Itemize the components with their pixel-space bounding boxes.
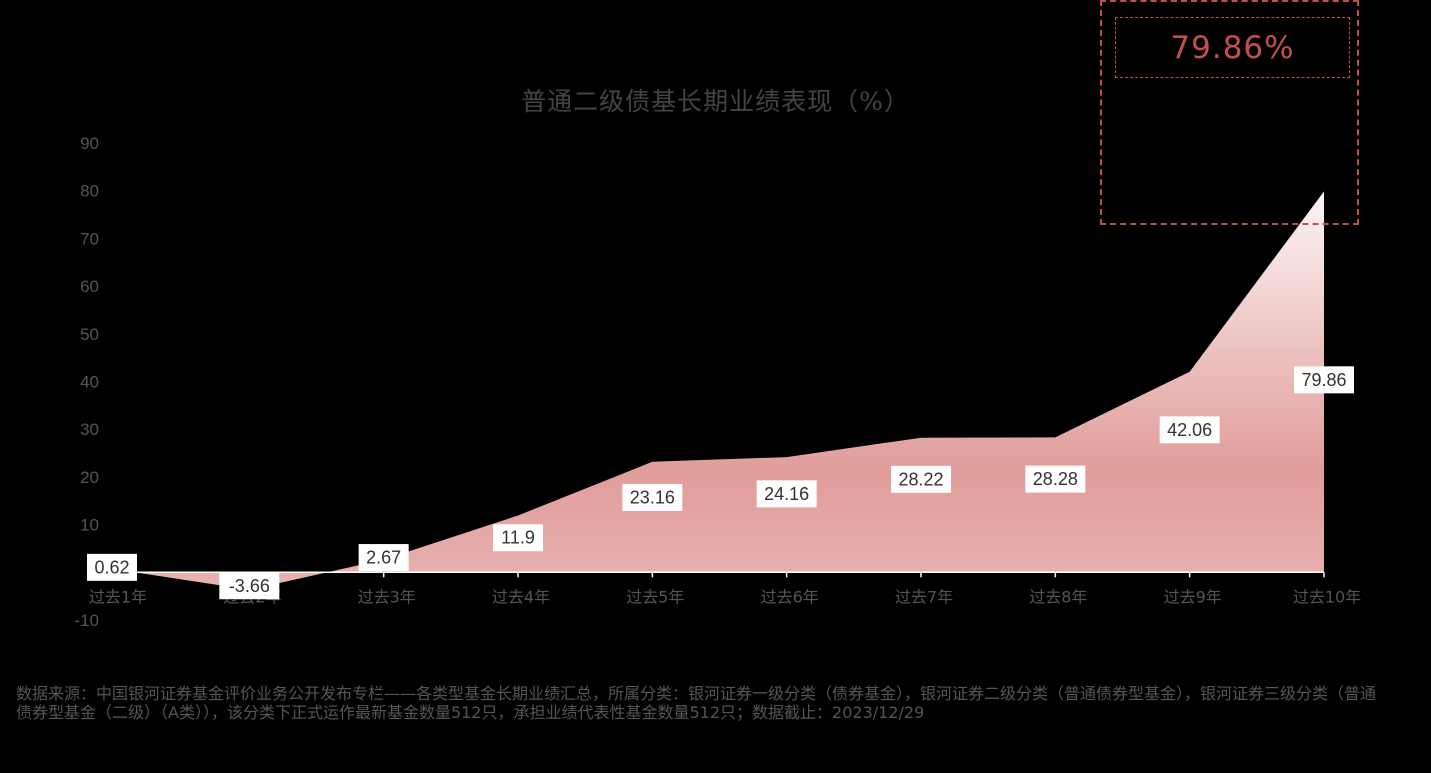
y-axis-tick-layer: 90 80 70 60 50 40 30 20 10 -10 — [74, 134, 99, 630]
data-label: 28.22 — [891, 465, 951, 493]
x-axis-tick-label: 过去10年 — [1293, 587, 1361, 606]
area-series-layer — [115, 191, 1324, 590]
data-label-text: 42.06 — [1167, 420, 1212, 440]
data-label-box — [891, 465, 951, 493]
series-area — [115, 191, 1324, 590]
data-label-box — [1294, 366, 1354, 394]
data-label: 28.28 — [1025, 465, 1086, 493]
x-axis-tick-label: 过去7年 — [895, 587, 953, 606]
data-label: 0.62 — [87, 553, 137, 581]
data-label-text: 79.86 — [1301, 370, 1346, 390]
y-axis-tick-label: 10 — [80, 516, 99, 535]
x-axis-tick-label: 过去6年 — [761, 587, 819, 606]
data-label: 2.67 — [358, 544, 409, 572]
y-axis-tick-label: 20 — [80, 468, 99, 487]
data-label-box — [493, 524, 543, 552]
data-label-box — [622, 483, 683, 511]
data-label-text: 28.22 — [898, 469, 943, 489]
x-axis-tick-label: 过去8年 — [1029, 587, 1087, 606]
data-label-box — [1159, 416, 1220, 444]
x-axis-tick-label: 过去5年 — [626, 587, 684, 606]
data-label-text: 0.62 — [94, 557, 129, 577]
y-axis-tick-label: 70 — [80, 229, 99, 248]
x-axis-tick-label: 过去4年 — [492, 587, 550, 606]
data-label: 11.9 — [493, 524, 543, 552]
data-label-box — [756, 480, 817, 508]
highlight-callout-box: 79.86% — [1115, 17, 1350, 78]
y-axis-tick-label: 90 — [80, 134, 99, 153]
data-label-text: -3.66 — [229, 576, 270, 596]
data-label-text: 28.28 — [1033, 469, 1078, 489]
data-label-box — [87, 553, 137, 581]
highlight-callout-frame — [1100, 0, 1359, 225]
data-label-box — [358, 544, 409, 572]
y-axis-tick-label: 30 — [80, 420, 99, 439]
x-axis-tick-label: 过去1年 — [89, 587, 147, 606]
y-axis-tick-label: 50 — [80, 325, 99, 344]
data-label: 24.16 — [756, 480, 817, 508]
data-label-text: 23.16 — [630, 487, 675, 507]
y-axis-tick-label: 40 — [80, 373, 99, 392]
data-label: 79.86 — [1294, 366, 1354, 394]
chart-title: 普通二级债基长期业绩表现（%） — [521, 87, 910, 116]
highlight-value: 79.86% — [1170, 29, 1295, 66]
data-label: 42.06 — [1159, 416, 1220, 444]
data-label-layer: 0.62 -3.66 2.67 11.9 23.16 24.16 28.22 28.28 42.… — [87, 366, 1354, 600]
x-axis-tick-label: 过去9年 — [1164, 587, 1222, 606]
data-label: -3.66 — [219, 572, 280, 600]
x-axis-tick-label: 过去3年 — [358, 587, 416, 606]
y-axis-tick-label: -10 — [74, 611, 99, 630]
data-label-text: 11.9 — [501, 528, 535, 548]
data-label: 23.16 — [622, 483, 683, 511]
y-axis-tick-label: 80 — [80, 182, 99, 201]
x-axis-tick-layer: 过去1年过去2年过去3年过去4年过去5年过去6年过去7年过去8年过去9年过去10… — [89, 587, 1361, 606]
data-label-box — [219, 572, 280, 600]
data-label-text: 2.67 — [366, 548, 401, 568]
y-axis-tick-label: 60 — [80, 277, 99, 296]
data-label-text: 24.16 — [764, 484, 809, 504]
data-source-note: 数据来源：中国银河证券基金评价业务公开发布专栏——各类型基金长期业绩汇总，所属分… — [16, 684, 1377, 722]
data-label-box — [1025, 465, 1086, 493]
